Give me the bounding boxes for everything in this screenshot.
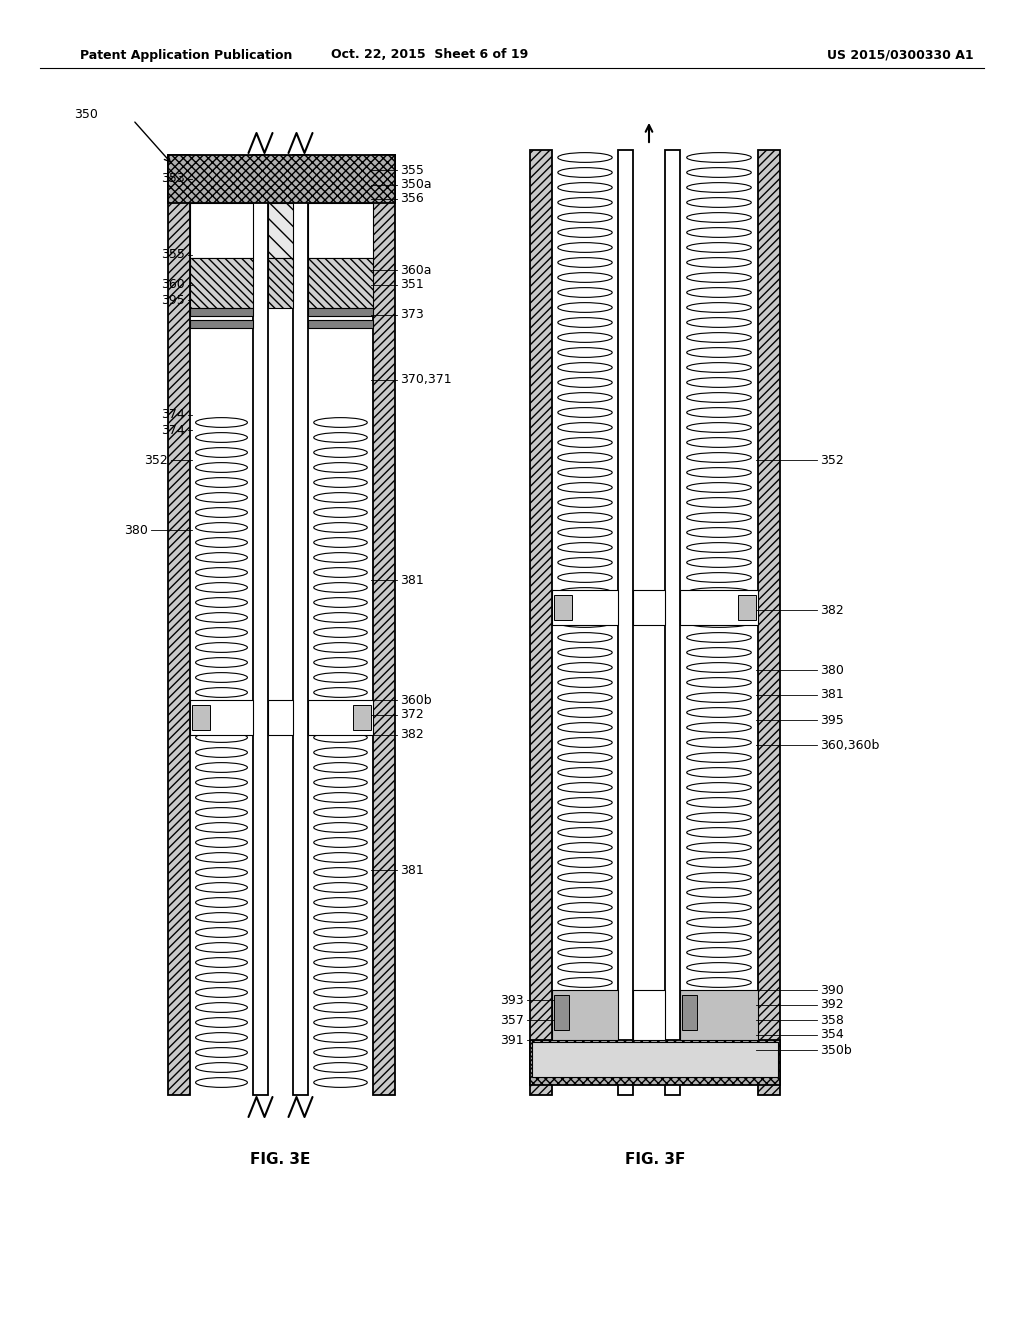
- Text: 353: 353: [161, 173, 185, 186]
- Text: 352: 352: [820, 454, 844, 466]
- Text: 355: 355: [400, 164, 424, 177]
- Bar: [682, 995, 697, 1030]
- Bar: [373, 154, 395, 1096]
- Text: 382: 382: [820, 603, 844, 616]
- Bar: [530, 150, 552, 1096]
- Bar: [168, 154, 395, 203]
- Bar: [168, 154, 190, 1096]
- Bar: [308, 700, 373, 735]
- Text: 391: 391: [501, 1034, 524, 1047]
- Bar: [308, 203, 373, 257]
- Bar: [308, 257, 373, 308]
- Bar: [190, 319, 253, 327]
- Text: 350a: 350a: [400, 178, 432, 191]
- Bar: [758, 150, 780, 1096]
- Text: 360b: 360b: [400, 693, 432, 706]
- Text: 350: 350: [74, 108, 98, 121]
- Text: 372: 372: [400, 709, 424, 722]
- Bar: [633, 990, 665, 1040]
- Text: 382: 382: [400, 729, 424, 742]
- Bar: [633, 590, 665, 624]
- Text: 356: 356: [400, 193, 424, 206]
- Bar: [190, 203, 253, 257]
- Bar: [680, 590, 758, 624]
- Text: 395: 395: [820, 714, 844, 726]
- Bar: [190, 308, 253, 315]
- Bar: [552, 590, 618, 624]
- Bar: [530, 1040, 780, 1085]
- Bar: [268, 700, 293, 735]
- Bar: [253, 154, 268, 1096]
- Bar: [665, 150, 680, 1096]
- Text: 354: 354: [820, 1028, 844, 1041]
- Text: 390: 390: [820, 983, 844, 997]
- Bar: [190, 700, 253, 735]
- Text: 393: 393: [501, 994, 524, 1006]
- Bar: [738, 595, 756, 620]
- Text: 370,371: 370,371: [400, 374, 452, 387]
- Bar: [532, 1041, 778, 1077]
- Text: 360,360b: 360,360b: [820, 738, 880, 751]
- Text: 381: 381: [400, 863, 424, 876]
- Bar: [268, 257, 293, 308]
- Text: 350b: 350b: [820, 1044, 852, 1056]
- Text: 373: 373: [400, 309, 424, 322]
- Text: 360a: 360a: [400, 264, 431, 276]
- Text: 352: 352: [144, 454, 168, 466]
- Bar: [618, 150, 633, 1096]
- Text: 392: 392: [820, 998, 844, 1011]
- Bar: [293, 154, 308, 1096]
- Text: 380: 380: [124, 524, 148, 536]
- Bar: [308, 319, 373, 327]
- Text: 381: 381: [820, 689, 844, 701]
- Text: 380: 380: [820, 664, 844, 676]
- Text: 374: 374: [161, 408, 185, 421]
- Text: 357: 357: [500, 1014, 524, 1027]
- Text: FIG. 3F: FIG. 3F: [625, 1152, 685, 1167]
- Bar: [552, 990, 618, 1040]
- Bar: [554, 995, 569, 1030]
- Text: 374: 374: [161, 424, 185, 437]
- Bar: [554, 595, 572, 620]
- Bar: [308, 308, 373, 315]
- Text: 395: 395: [161, 293, 185, 306]
- Bar: [680, 990, 758, 1040]
- Bar: [353, 705, 371, 730]
- Bar: [190, 257, 253, 308]
- Text: 351: 351: [400, 279, 424, 292]
- Bar: [268, 203, 293, 257]
- Text: US 2015/0300330 A1: US 2015/0300330 A1: [826, 49, 974, 62]
- Text: Patent Application Publication: Patent Application Publication: [80, 49, 293, 62]
- Text: Oct. 22, 2015  Sheet 6 of 19: Oct. 22, 2015 Sheet 6 of 19: [332, 49, 528, 62]
- Text: 358: 358: [820, 1014, 844, 1027]
- Text: 381: 381: [400, 573, 424, 586]
- Text: FIG. 3E: FIG. 3E: [250, 1152, 310, 1167]
- Text: 360: 360: [161, 279, 185, 292]
- Bar: [193, 705, 210, 730]
- Text: 355: 355: [161, 248, 185, 261]
